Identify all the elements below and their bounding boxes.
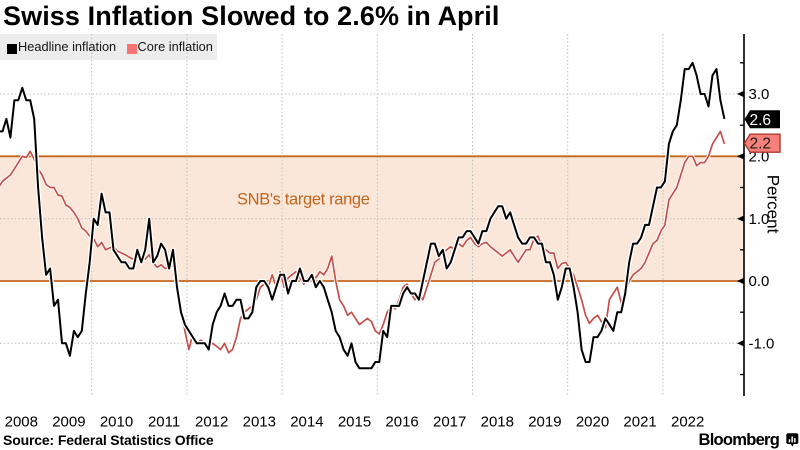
svg-text:2016: 2016: [385, 414, 418, 431]
svg-text:SNB's target range: SNB's target range: [237, 191, 370, 209]
svg-text:1.0: 1.0: [749, 211, 770, 228]
svg-text:2011: 2011: [148, 414, 180, 431]
svg-text:Percent: Percent: [764, 175, 783, 234]
svg-text:2017: 2017: [433, 414, 466, 431]
svg-text:2009: 2009: [52, 414, 85, 431]
svg-text:2021: 2021: [623, 414, 656, 431]
svg-text:2014: 2014: [290, 414, 323, 431]
svg-text:2.2: 2.2: [750, 136, 772, 153]
svg-text:2012: 2012: [195, 414, 228, 431]
svg-text:2.6: 2.6: [750, 112, 772, 129]
svg-text:-1.0: -1.0: [749, 336, 775, 353]
svg-text:0.0: 0.0: [749, 273, 770, 290]
svg-text:2015: 2015: [338, 414, 371, 431]
svg-text:2013: 2013: [243, 414, 276, 431]
svg-text:2019: 2019: [528, 414, 561, 431]
svg-text:2010: 2010: [100, 414, 133, 431]
svg-text:2020: 2020: [576, 414, 609, 431]
svg-text:2022: 2022: [671, 414, 704, 431]
svg-text:3.0: 3.0: [749, 86, 770, 103]
svg-text:2008: 2008: [5, 414, 38, 431]
svg-text:2018: 2018: [481, 414, 514, 431]
